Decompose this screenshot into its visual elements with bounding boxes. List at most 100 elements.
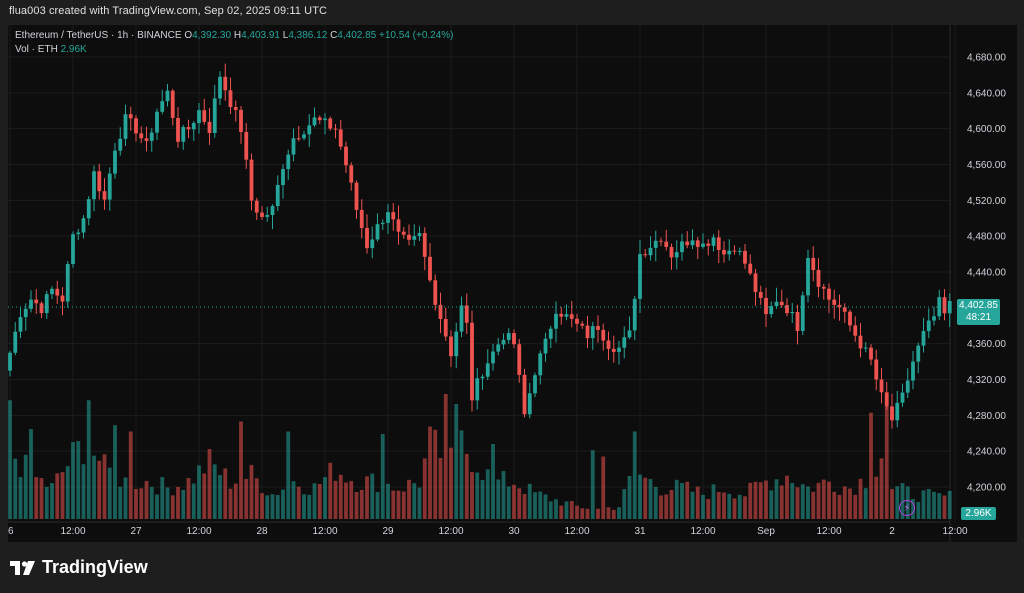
candle-body [905,380,910,393]
volume-bar [737,494,742,519]
price-axis-label: 4,520.00 [967,196,1006,207]
volume-bar [947,490,952,519]
volume-bar [265,495,270,519]
ohlc-legend: Ethereum / TetherUS · 1h · BINANCE O4,39… [15,30,454,41]
volume-bar [128,431,133,519]
volume-bar [170,495,175,519]
candle-body [832,299,837,305]
candle-body [149,132,154,141]
volume-bar [338,474,343,519]
candle-body [711,237,716,246]
volume-bar [202,473,207,519]
candle-body [863,347,868,349]
candle-body [207,121,212,134]
candle-body [727,250,732,255]
candle-body [317,117,322,121]
tradingview-brand[interactable]: TradingView [10,557,148,578]
lightning-icon[interactable]: ⚡ [899,500,915,516]
volume-bar [18,477,23,519]
candle-body [564,314,569,317]
volume-value: 2.96K [60,44,87,55]
symbol-title: Ethereum / TetherUS · 1h · BINANCE [15,30,182,41]
volume-label: Vol · ETH [15,44,58,55]
volume-bar [743,496,747,519]
candle-body [690,240,695,246]
volume-bar [548,501,553,519]
candle-body [386,212,390,223]
price-axis-label: 4,560.00 [967,160,1006,171]
time-axis-label: 12:00 [438,526,463,537]
candle-body [680,241,684,253]
volume-bar [433,429,438,519]
volume-bar [354,492,359,519]
volume-bar [34,477,39,519]
candle-body [160,101,165,112]
candle-body [643,254,648,256]
candle-body [118,138,123,151]
candle-body [517,344,522,375]
volume-bar [874,476,879,519]
candle-body [937,297,942,317]
candle-body [296,138,301,140]
candle-body [233,107,238,110]
price-axis-label: 4,600.00 [967,124,1006,135]
candle-body [685,241,690,246]
candle-body [344,146,348,166]
volume-bar [517,488,522,519]
candle-body [291,138,296,155]
candle-body [512,333,516,345]
candle-body [638,254,642,299]
created-by-text: flua003 created with TradingView.com, Se… [9,5,328,17]
volume-bar [475,472,480,519]
volume-bar [249,464,254,519]
candle-body [155,111,159,133]
time-axis-label: 12:00 [186,526,211,537]
volume-bar [328,462,333,519]
candle-body [548,328,553,339]
candle-body [748,263,753,274]
candle-body [769,306,774,315]
volume-bar [71,442,75,519]
volume-bar [648,479,653,519]
candle-body [312,117,317,126]
volume-bar [543,494,548,519]
volume-bar [732,498,737,519]
candle-body [627,330,632,338]
candle-body [380,222,385,225]
volume-bar [695,486,700,519]
chart-panel[interactable] [8,25,1017,542]
volume-bar [76,441,81,519]
volume-bar [92,455,96,519]
volume-bar [149,487,154,519]
time-axis-label: 12:00 [564,526,589,537]
time-axis-label: 12:00 [816,526,841,537]
candle-body [900,392,905,403]
volume-bar [218,475,222,519]
brand-name: TradingView [42,557,148,577]
candle-body [842,307,847,312]
volume-bar [533,492,537,519]
candle-body [533,375,537,394]
volume-bar [401,491,406,519]
volume-bar [144,480,149,519]
candle-body [417,233,422,237]
candle-body [858,335,863,349]
candle-body [554,313,558,329]
candle-body [50,288,54,295]
candle-body [286,154,291,170]
candle-body [92,171,96,200]
time-axis-label: 28 [256,526,268,537]
candle-body [391,212,396,220]
price-axis-label: 4,480.00 [967,232,1006,243]
candle-body [853,325,858,336]
candle-body [365,227,369,249]
candle-body [454,331,459,357]
volume-bar [233,483,238,519]
price-axis-label: 4,440.00 [967,268,1006,279]
volume-bar [790,483,795,519]
legend-change: +10.54 (+0.24%) [379,30,454,41]
candle-body [134,118,138,134]
volume-bar [270,494,275,519]
volume-bar [590,450,595,519]
